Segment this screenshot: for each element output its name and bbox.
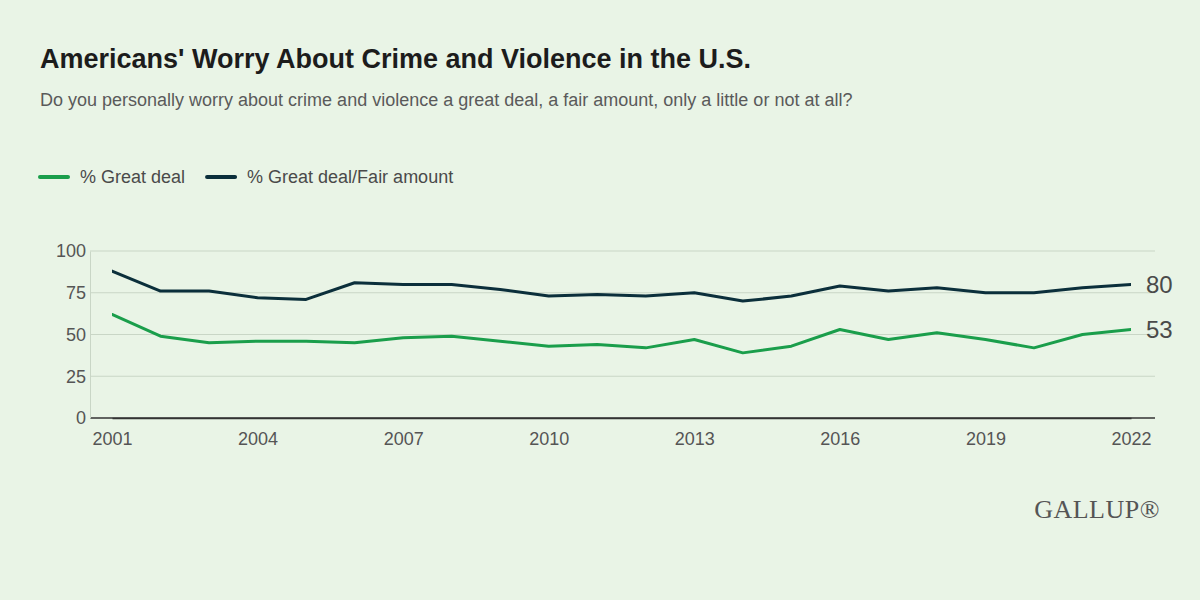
chart: Americans' Worry About Crime and Violenc…	[0, 0, 1200, 600]
x-tick-label: 2010	[529, 429, 569, 449]
subtitle: Do you personally worry about crime and …	[40, 90, 852, 110]
x-tick-label: 2022	[1111, 429, 1151, 449]
x-tick: 2004	[238, 418, 278, 449]
y-tick: 100	[56, 241, 90, 261]
x-tick-label: 2019	[966, 429, 1006, 449]
legend-swatch	[207, 175, 235, 179]
grid-line	[90, 376, 1155, 377]
x-tick-label: 2007	[384, 429, 424, 449]
title: Americans' Worry About Crime and Violenc…	[40, 44, 751, 74]
legend-item: % Great deal	[40, 167, 185, 187]
y-axis: 0 25 50 75 100	[56, 241, 91, 428]
x-tick: 2016	[820, 418, 860, 449]
x-axis-line	[113, 418, 1132, 420]
x-tick: 2007	[384, 418, 424, 449]
y-tick-label: 100	[56, 241, 86, 261]
legend-label: % Great deal	[80, 167, 185, 187]
background	[0, 0, 1200, 600]
y-tick: 25	[66, 367, 90, 387]
y-tick: 75	[66, 283, 90, 303]
grid	[90, 251, 1155, 418]
x-tick-label: 2004	[238, 429, 278, 449]
series-line	[112, 271, 1131, 301]
x-tick: 2022	[1111, 418, 1151, 449]
legend-label: % Great deal/Fair amount	[247, 167, 453, 187]
x-axis: 2001 2004 2007 2010 2013 2016 2019 2022	[92, 418, 1151, 449]
legend: % Great deal % Great deal/Fair amount	[40, 167, 453, 187]
grid-line	[90, 334, 1155, 335]
data-label: 80	[1146, 271, 1173, 298]
lines	[112, 271, 1131, 353]
series-line	[112, 314, 1131, 352]
x-tick: 2001	[92, 418, 132, 449]
legend-swatch	[40, 175, 68, 179]
grid-line	[90, 417, 1155, 419]
y-tick: 50	[66, 325, 90, 345]
y-tick-label: 75	[66, 283, 86, 303]
data-labels: 53 80	[1146, 271, 1173, 343]
source-logo: GALLUP®	[1034, 495, 1160, 524]
grid-line	[90, 251, 1155, 252]
x-tick-label: 2013	[675, 429, 715, 449]
data-label: 53	[1146, 316, 1173, 343]
x-tick: 2019	[966, 418, 1006, 449]
y-tick-label: 50	[66, 325, 86, 345]
x-tick: 2010	[529, 418, 569, 449]
x-tick-label: 2016	[820, 429, 860, 449]
x-tick-label: 2001	[92, 429, 132, 449]
y-tick-label: 25	[66, 367, 86, 387]
x-tick: 2013	[675, 418, 715, 449]
y-tick: 0	[76, 408, 90, 428]
y-axis-line	[90, 252, 91, 419]
y-tick-label: 0	[76, 408, 86, 428]
legend-item: % Great deal/Fair amount	[207, 167, 453, 187]
